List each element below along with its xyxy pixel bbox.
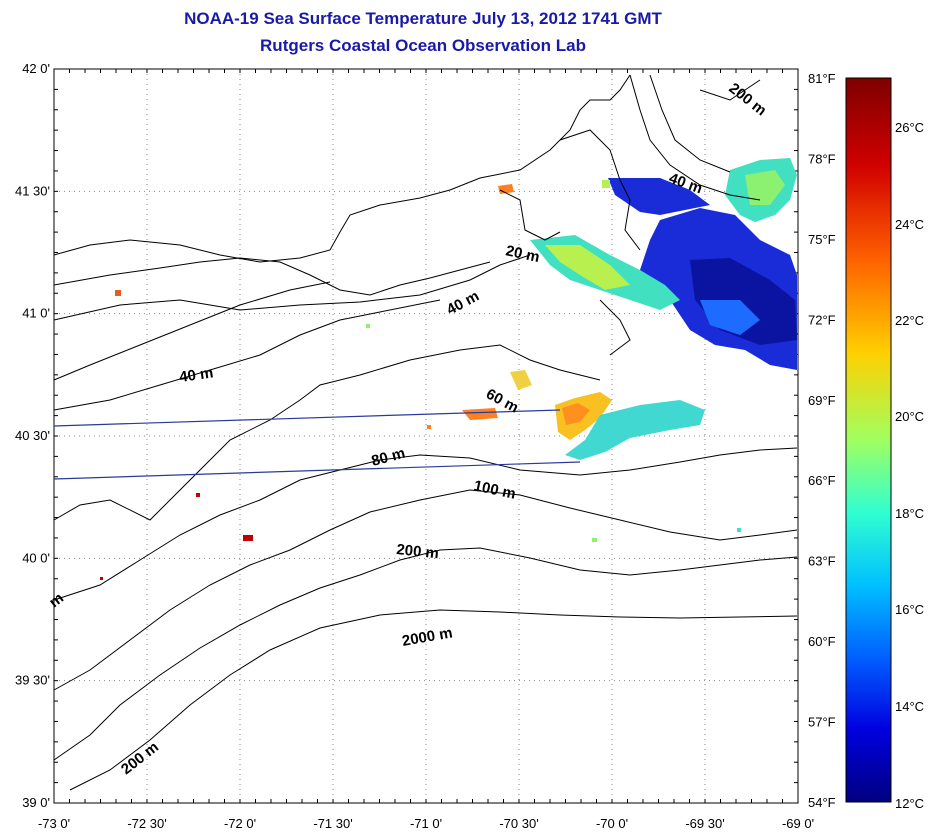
coastline <box>53 74 641 381</box>
colorbar-c-label: 14°C <box>895 699 924 714</box>
lon-tick-label: -70 0' <box>596 816 628 831</box>
sst-warm-patch <box>545 245 630 290</box>
lon-tick-label: -72 0' <box>224 816 256 831</box>
colorbar-f-label: 72°F <box>808 312 836 327</box>
colorbar-f-label: 57°F <box>808 715 836 730</box>
sst-speck <box>196 493 200 497</box>
sst-speck <box>602 180 610 188</box>
lon-tick-label: -71 0' <box>410 816 442 831</box>
sst-hot-patch <box>462 408 498 420</box>
colorbar-c-label: 18°C <box>895 506 924 521</box>
bathymetry-contours <box>53 74 798 791</box>
colorbar-c-label: 26°C <box>895 120 924 135</box>
lon-tick-label: -73 0' <box>38 816 70 831</box>
lon-tick-label: -72 30' <box>127 816 166 831</box>
map-subtitle: Rutgers Coastal Ocean Observation Lab <box>260 36 586 55</box>
colorbar-f-label: 69°F <box>808 393 836 408</box>
colorbar-f-label: 60°F <box>808 634 836 649</box>
colorbar-c-label: 12°C <box>895 796 924 811</box>
colorbar-f-label: 66°F <box>808 473 836 488</box>
lat-tick-label: 40 0' <box>22 550 50 565</box>
sst-warm-patch <box>745 170 785 205</box>
sst-speck <box>737 528 741 532</box>
colorbar-f-label: 63°F <box>808 554 836 569</box>
contour-label: 20 m <box>504 242 541 266</box>
sst-cool-patch <box>700 300 760 335</box>
lon-tick-label: -70 30' <box>499 816 538 831</box>
lon-tick-label: -71 30' <box>313 816 352 831</box>
colorbar-c-label: 24°C <box>895 217 924 232</box>
lat-tick-label: 42 0' <box>22 61 50 76</box>
lat-tick-label: 41 0' <box>22 306 50 321</box>
sst-patches <box>100 158 797 580</box>
colorbar-c-label: 20°C <box>895 409 924 424</box>
transect-lines <box>53 409 581 480</box>
sst-mild-patch <box>565 400 705 460</box>
colorbar-f-label: 78°F <box>808 151 836 166</box>
lon-tick-label: -69 0' <box>782 816 814 831</box>
sst-speck <box>427 425 431 429</box>
sst-cold-patch <box>608 178 710 215</box>
sst-speck <box>100 577 103 580</box>
lon-tick-label: -69 30' <box>685 816 724 831</box>
colorbar-f-label: 54°F <box>808 795 836 810</box>
axis-ticks: 42 0' 41 30' 41 0' 40 30' 40 0' 39 30' 39 0' -7… <box>15 61 814 831</box>
sst-hot-patch <box>562 403 590 425</box>
colorbar-c-label: 22°C <box>895 313 924 328</box>
lat-tick-label: 39 0' <box>22 795 50 810</box>
colorbar <box>845 77 892 803</box>
sst-speck <box>115 290 121 296</box>
sst-speck <box>592 538 597 542</box>
sst-speck <box>366 324 370 328</box>
colorbar-ticks: 81°F 78°F 75°F 72°F 69°F 66°F 63°F 60°F 57°F 54°F… <box>808 71 924 811</box>
map-title: NOAA-19 Sea Surface Temperature July 13,… <box>184 9 662 28</box>
lat-tick-label: 39 30' <box>15 673 50 688</box>
sst-warm-patch <box>510 370 532 390</box>
lat-tick-label: 40 30' <box>15 428 50 443</box>
colorbar-f-label: 81°F <box>808 71 836 86</box>
contour-label: 200 m <box>396 541 440 562</box>
colorbar-f-label: 75°F <box>808 232 836 247</box>
sst-speck <box>243 535 253 541</box>
contour-label: 40 m <box>178 364 214 386</box>
colorbar-c-label: 16°C <box>895 602 924 617</box>
lat-tick-label: 41 30' <box>15 183 50 198</box>
